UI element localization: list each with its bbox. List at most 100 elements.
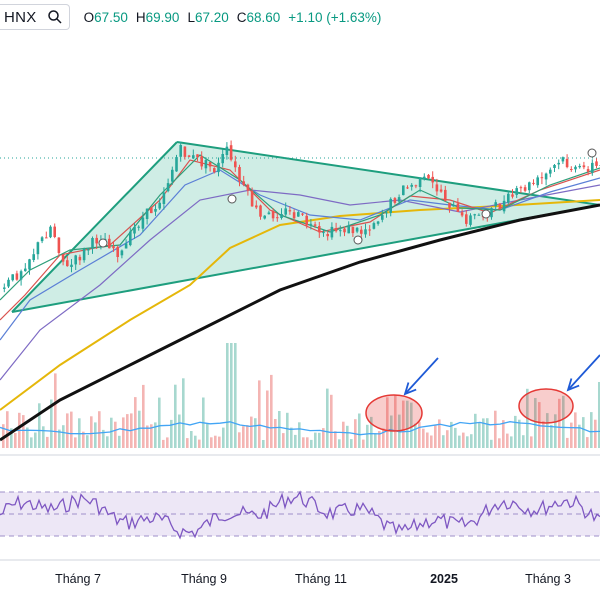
volume-bar (198, 439, 201, 448)
volume-bar (154, 422, 157, 448)
candle-body (431, 176, 434, 183)
volume-bar (546, 413, 549, 448)
volume-bar (314, 432, 317, 448)
volume-bar (402, 400, 405, 448)
volume-bar (246, 425, 249, 448)
candle-body (145, 208, 149, 219)
candle-body (217, 162, 220, 173)
volume-bar (366, 424, 369, 448)
volume-bar (150, 424, 153, 448)
candle-body (74, 255, 77, 265)
time-axis: Tháng 7 Tháng 9 Tháng 11 2025 Tháng 3 (55, 572, 571, 586)
volume-bar (514, 415, 517, 448)
candle-body (24, 268, 27, 272)
volume-bar (554, 414, 557, 448)
volume-bar (582, 417, 585, 448)
high-value: 69.90 (145, 9, 180, 25)
moving-averages (0, 154, 600, 442)
candle-body (330, 226, 334, 238)
volume-bar (166, 437, 169, 448)
candle-body (360, 229, 363, 234)
candle-body (490, 208, 493, 218)
candle-body (448, 202, 451, 208)
volume-bar (458, 435, 461, 448)
search-icon[interactable] (47, 9, 63, 25)
volume-bar (370, 416, 373, 448)
volume-bar (10, 428, 13, 448)
volume-bar (214, 435, 217, 448)
symbol-selector[interactable]: HNX (0, 4, 70, 30)
candle-body (255, 205, 258, 208)
volume-bar (282, 433, 285, 448)
candle-body (586, 169, 590, 172)
candle-body (250, 191, 254, 207)
x-axis-label: Tháng 9 (181, 572, 227, 586)
candle-body (502, 200, 506, 212)
candle-body (141, 217, 145, 229)
volume-bar (422, 428, 425, 448)
volume-bar (394, 395, 397, 448)
volume-bar (310, 439, 313, 448)
candle-body (494, 202, 497, 207)
ohlc-readout: O67.50 H69.90 L67.20 C68.60 +1.10 (+1.63… (84, 10, 382, 25)
volume-bar (302, 437, 305, 448)
volume-bar (230, 343, 233, 448)
candle-body (418, 177, 422, 187)
volume-bar (374, 433, 377, 448)
candle-body (498, 203, 502, 210)
volume-bar (222, 427, 225, 448)
volume-bar (350, 439, 353, 448)
candle-body (259, 205, 262, 217)
candle-body (414, 185, 418, 187)
volume-bar (598, 382, 600, 448)
rsi-line (0, 490, 600, 540)
volume-bar (450, 421, 453, 448)
volume-bar (258, 380, 261, 448)
candle-body (267, 212, 271, 215)
volume-bar (498, 438, 501, 448)
volume-highlight-ellipse (365, 394, 423, 432)
volume-bar (170, 419, 173, 448)
volume-bar (482, 418, 485, 448)
candle-body (444, 189, 447, 201)
volume-bar (346, 425, 349, 448)
candle-body (234, 161, 237, 168)
open-value: 67.50 (94, 9, 128, 25)
volume-bar (278, 411, 281, 448)
candle-body (61, 254, 65, 262)
x-axis-label: Tháng 3 (525, 572, 571, 586)
volume-bar (194, 435, 197, 448)
volume-bar (38, 403, 41, 448)
volume-bar (210, 437, 213, 448)
volume-bar (318, 432, 321, 448)
volume-bar (470, 434, 473, 448)
candle-body (427, 174, 430, 179)
candle-body (192, 155, 195, 159)
candle-body (326, 234, 329, 237)
candle-body (389, 198, 392, 213)
volume-bar (134, 397, 137, 448)
candle-body (36, 242, 40, 255)
volume-bar (182, 378, 185, 448)
volume-bar (82, 431, 85, 448)
candle-body (276, 217, 279, 219)
candle-body (406, 187, 409, 189)
candle-body (271, 211, 275, 219)
candle-body (591, 162, 594, 173)
candle-body (578, 166, 581, 168)
candle-body (32, 254, 35, 260)
volume-bar (378, 431, 381, 448)
candle-body (129, 231, 132, 246)
candle-body (7, 279, 10, 287)
volume-bar (86, 435, 89, 448)
volume-bar (530, 436, 533, 448)
candle-body (108, 238, 111, 249)
marker-circle (481, 209, 491, 219)
volume-bar (234, 343, 237, 448)
volume-bar (186, 438, 189, 448)
candle-body (154, 209, 157, 212)
volume-bar (178, 414, 181, 448)
volume-bar (286, 412, 289, 448)
volume-bar (586, 437, 589, 448)
